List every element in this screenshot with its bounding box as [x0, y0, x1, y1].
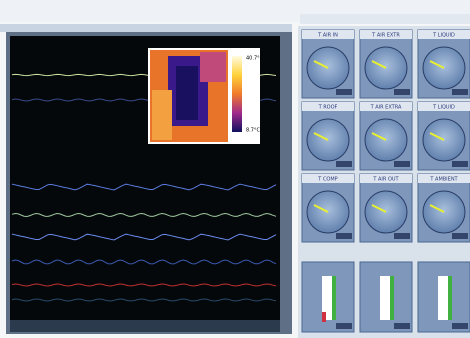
gauge-title: T AIR EXTR	[371, 33, 400, 39]
plot-header	[0, 24, 292, 32]
gauge-title: T AMBIENT	[429, 177, 458, 183]
gauge-readout	[336, 89, 352, 95]
scale-min: 8.7°C	[246, 128, 260, 134]
gauge-readout	[336, 161, 352, 167]
gauge-title: T AIR IN	[317, 33, 338, 39]
screen: 40.7°C 8.7°C T AIR INT AIR EXTRT LIQUIDT…	[0, 0, 470, 338]
bar-gauge-fill	[390, 276, 394, 320]
bar-gauge-readout	[452, 323, 468, 329]
gauge-readout	[452, 161, 468, 167]
gauge-readout	[452, 89, 468, 95]
gauge-readout	[394, 161, 410, 167]
bar-gauge-fill	[448, 276, 452, 320]
bar-gauge-fill	[332, 276, 336, 320]
gauge-title: T AIR EXTRA	[370, 105, 402, 111]
thermal-image: 40.7°C 8.7°C	[148, 48, 264, 144]
gauge-header	[300, 14, 470, 24]
gauge-title: T ROOF	[318, 105, 338, 111]
gauge-title: T AIR OUT	[372, 177, 399, 183]
scale-max: 40.7°C	[246, 56, 264, 62]
gauge-readout	[452, 233, 468, 239]
x-axis-bar	[10, 320, 280, 332]
gauge-readout	[336, 233, 352, 239]
gauge-title: T LIQUID	[432, 33, 455, 39]
gauge-readout	[394, 233, 410, 239]
gauge-title: T COMP	[317, 177, 337, 183]
gauge-title: T LIQUID	[432, 105, 455, 111]
gauges: T AIR IN T AIR EXTR T LIQUID T ROOF T AIR EX…	[302, 30, 470, 332]
bar-gauge-alarm	[322, 312, 326, 322]
bar-gauge-readout	[394, 323, 410, 329]
bar-gauge-readout	[336, 323, 352, 329]
gauge-readout	[394, 89, 410, 95]
